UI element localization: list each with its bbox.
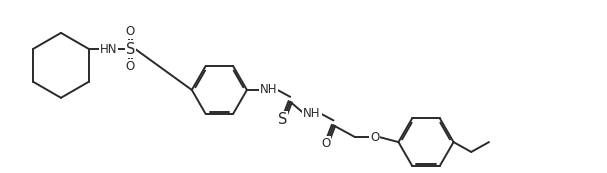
Text: O: O bbox=[321, 136, 330, 150]
Text: O: O bbox=[370, 131, 379, 144]
Text: S: S bbox=[277, 112, 287, 127]
Text: O: O bbox=[126, 60, 135, 73]
Text: O: O bbox=[126, 25, 135, 38]
Text: HN: HN bbox=[100, 43, 118, 56]
Text: S: S bbox=[126, 42, 135, 57]
Text: NH: NH bbox=[303, 107, 320, 120]
Text: NH: NH bbox=[260, 83, 277, 96]
